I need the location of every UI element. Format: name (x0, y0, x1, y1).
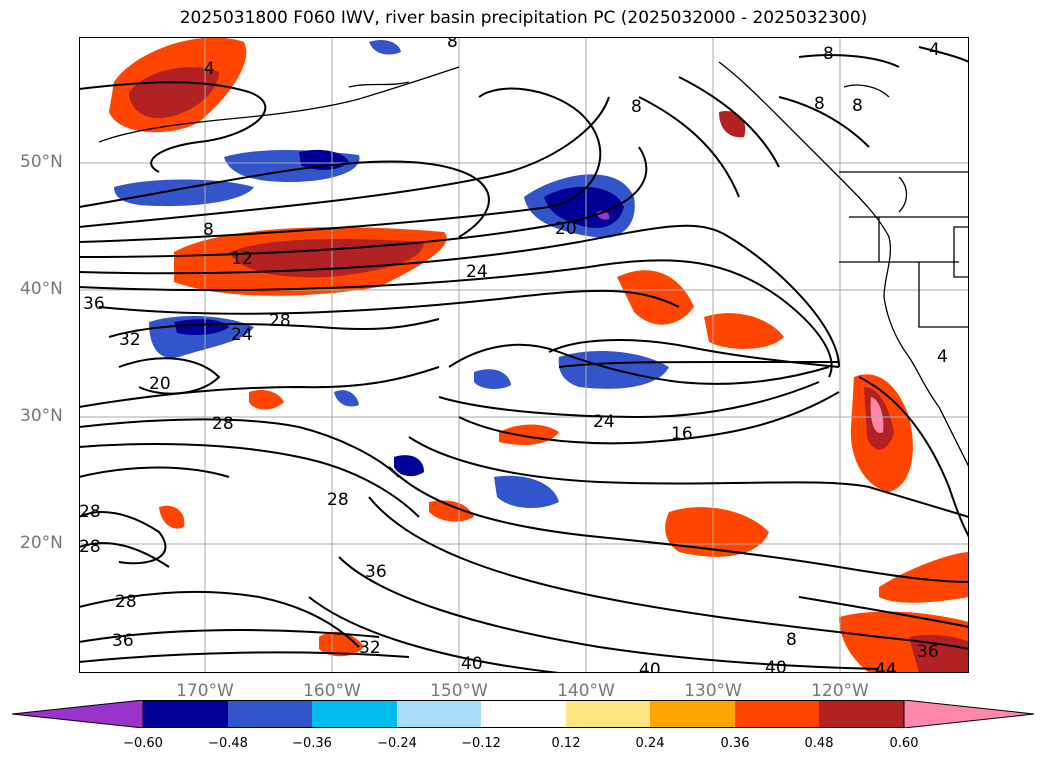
contour-label: 28 (212, 414, 234, 434)
colorbar-segment (228, 700, 312, 728)
colorbar-segment (397, 700, 481, 728)
negative-anomaly-shading (114, 40, 669, 509)
lat-label-20n: 20°N (20, 533, 63, 553)
colorbar-tick: 0.24 (635, 736, 665, 751)
anomaly-blob (114, 179, 254, 207)
contour-label: 4 (937, 347, 948, 367)
contour-label: 8 (814, 94, 825, 114)
lon-label-130w: 130°W (684, 681, 742, 701)
anomaly-blob (494, 475, 559, 509)
lon-label-120w: 120°W (811, 681, 869, 701)
anomaly-blob (429, 500, 474, 522)
anomaly-blob (870, 397, 884, 433)
lat-label-50n: 50°N (20, 152, 63, 172)
anomaly-blob (319, 631, 364, 657)
anomaly-blob (369, 40, 401, 55)
lat-label-40n: 40°N (20, 279, 63, 299)
anomaly-blob (879, 552, 969, 603)
colorbar-tick: 0.36 (720, 736, 750, 751)
contour-label: 8 (786, 630, 797, 650)
contour-label: 28 (79, 502, 101, 522)
contour-label: 24 (593, 412, 615, 432)
contour-label: 8 (823, 44, 834, 64)
colorbar-segment (481, 700, 566, 728)
contour-label: 44 (875, 660, 897, 673)
positive-anomaly-shading (109, 37, 969, 673)
colorbar-tick: 0.48 (804, 736, 834, 751)
contour-label: 32 (119, 330, 141, 350)
colorbar-tick: −0.36 (292, 736, 332, 751)
colorbar-segment (312, 700, 397, 728)
anomaly-blob (474, 369, 511, 389)
contour-label: 8 (203, 220, 214, 240)
contour-label: 4 (204, 59, 215, 79)
contour-label: 20 (149, 374, 171, 394)
contour-label: 24 (466, 262, 488, 282)
colorbar-tick: −0.48 (208, 736, 248, 751)
anomaly-blob (394, 455, 424, 477)
contour-label: 40 (461, 654, 483, 673)
contour-label: 16 (671, 424, 693, 444)
lon-label-170w: 170°W (176, 681, 234, 701)
contour-label: 12 (231, 249, 253, 269)
lon-label-150w: 150°W (430, 681, 488, 701)
contour-label: 36 (917, 642, 939, 662)
colorbar-tick: 0.60 (889, 736, 919, 751)
map-panel: 4 8 8 8 8 8 8 12 20 24 28 36 32 24 20 28… (79, 37, 969, 673)
contour-label: 28 (79, 537, 101, 557)
lon-label-140w: 140°W (557, 681, 615, 701)
contour-label: 28 (269, 311, 291, 331)
contour-label: 36 (112, 631, 134, 651)
contour-label: 36 (83, 294, 105, 314)
colorbar-segment (650, 700, 735, 728)
contour-label: 20 (555, 219, 577, 239)
contour-label: 8 (447, 37, 458, 52)
map-title: 2025031800 F060 IWV, river basin precipi… (179, 8, 868, 28)
anomaly-blob (704, 313, 784, 349)
anomaly-blob (249, 390, 284, 410)
anomaly-blob (159, 505, 185, 529)
contour-label: 28 (115, 592, 137, 612)
contour-label: 24 (231, 325, 253, 345)
contour-label: 8 (631, 97, 642, 117)
contour-label: 32 (359, 638, 381, 658)
colorbar-extend-low (12, 700, 144, 728)
contour-label: 28 (327, 490, 349, 510)
iwv-contours (79, 46, 969, 673)
anomaly-blob (229, 239, 424, 278)
colorbar-tick: −0.24 (377, 736, 417, 751)
colorbar-segment (566, 700, 650, 728)
anomaly-blob (129, 67, 219, 119)
colorbar (12, 700, 1035, 728)
contour-label: 8 (852, 96, 863, 116)
coastlines (98, 61, 969, 468)
colorbar-extend-high (903, 700, 1035, 728)
colorbar-tick: −0.60 (123, 736, 163, 751)
colorbar-segment (143, 700, 228, 728)
colorbar-segment (735, 700, 819, 728)
contour-label: 36 (365, 562, 387, 582)
anomaly-blob (174, 319, 229, 335)
contour-label-group: 4 8 8 8 8 8 8 12 20 24 28 36 32 24 20 28… (79, 37, 948, 673)
anomaly-blob (334, 390, 359, 407)
lon-label-160w: 160°W (303, 681, 361, 701)
colorbar-tick: 0.12 (551, 736, 581, 751)
anomaly-blob (909, 634, 969, 673)
lat-label-30n: 30°N (20, 406, 63, 426)
colorbar-segment (819, 700, 904, 728)
colorbar-tick: −0.12 (461, 736, 501, 751)
contour-label: 40 (639, 660, 661, 673)
contour-label: 40 (765, 658, 787, 673)
contour-label: 4 (929, 40, 940, 60)
